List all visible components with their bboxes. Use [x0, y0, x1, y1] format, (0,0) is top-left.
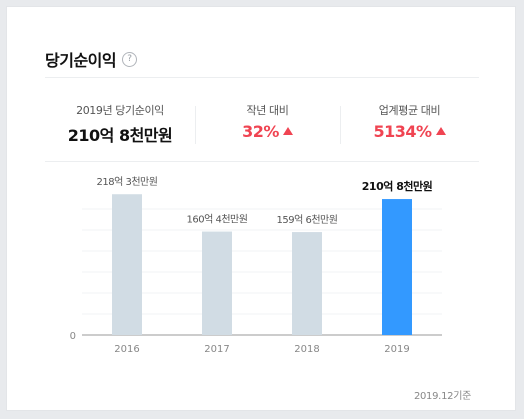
net-income-card: 당기순이익 ? 2019년 당기순이익 210억 8천만원 작년 대비 32% … — [6, 6, 516, 411]
bar-2018 — [292, 232, 322, 335]
up-arrow-icon — [282, 127, 293, 135]
metric-current-label: 2019년 당기순이익 — [76, 104, 164, 117]
net-income-bar-chart: 0 218억 3천만원 2016 160억 4천만원 2017 159억 6천만원 2018… — [70, 176, 442, 355]
metric-yoy-value-row: 32% — [195, 122, 340, 141]
x-tick-label: 2017 — [204, 344, 229, 355]
metric-industry-label: 업계평균 대비 — [378, 104, 441, 117]
header-divider — [45, 77, 479, 78]
metric-industry: 업계평균 대비 5134% — [340, 102, 479, 141]
metric-industry-value: 5134% — [373, 122, 432, 141]
metric-divider — [340, 106, 341, 144]
metric-current-value: 210억 8천만원 — [67, 126, 173, 145]
bar-2017 — [202, 231, 232, 335]
data-label-2017: 160억 4천만원 — [187, 214, 248, 226]
metric-yoy-label: 작년 대비 — [246, 104, 289, 117]
card-header: 당기순이익 ? — [45, 47, 138, 71]
metrics-row: 2019년 당기순이익 210억 8천만원 작년 대비 32% 업계평균 대비 … — [45, 102, 479, 148]
y-tick-label: 0 — [70, 331, 76, 342]
metric-industry-value-row: 5134% — [340, 122, 479, 141]
data-label-2016: 218억 3천만원 — [97, 176, 158, 188]
metric-yoy: 작년 대비 32% — [195, 102, 340, 141]
x-tick-label: 2016 — [114, 344, 139, 355]
card-title: 당기순이익 — [45, 51, 117, 70]
metric-yoy-value: 32% — [242, 122, 279, 141]
basis-date: 2019.12기준 — [413, 391, 471, 402]
data-label-2019: 210억 8천만원 — [362, 179, 433, 193]
metrics-divider — [45, 161, 479, 162]
metric-divider — [195, 106, 196, 144]
x-tick-label: 2019 — [384, 344, 409, 355]
up-arrow-icon — [435, 127, 446, 135]
bar-2019 — [382, 199, 412, 335]
x-tick-label: 2018 — [294, 344, 319, 355]
metric-current: 2019년 당기순이익 210억 8천만원 — [45, 102, 195, 146]
data-label-2018: 159억 6천만원 — [277, 214, 338, 226]
bar-2016 — [112, 194, 142, 335]
help-icon[interactable]: ? — [122, 51, 138, 67]
